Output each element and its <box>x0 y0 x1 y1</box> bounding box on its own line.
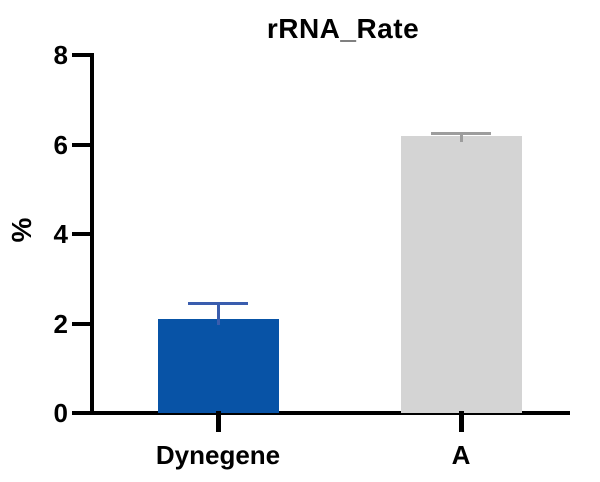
y-axis-line <box>90 53 94 415</box>
y-tick <box>72 53 90 57</box>
y-tick <box>72 411 90 415</box>
error-bar-stem-a <box>459 133 463 142</box>
y-tick-label: 0 <box>53 398 68 428</box>
y-tick <box>72 232 90 236</box>
x-category-label-dynegene: Dynegene <box>155 440 281 470</box>
x-category-label-a: A <box>451 440 471 470</box>
x-tick-a <box>458 411 464 432</box>
y-tick-label: 8 <box>53 40 68 70</box>
y-tick-label: 6 <box>53 129 68 160</box>
y-tick-label: 2 <box>53 308 68 339</box>
x-tick-dynegene <box>215 411 221 432</box>
error-bar-stem-dynegene <box>216 303 220 326</box>
bar-dynegene <box>157 319 279 413</box>
bar-a <box>400 135 522 413</box>
x-axis-line <box>90 411 570 415</box>
y-tick <box>72 321 90 326</box>
chart-title: rRNA_Rate <box>266 13 420 44</box>
y-tick-label: 4 <box>53 219 68 249</box>
error-bar-cap-a <box>431 131 491 135</box>
error-bar-cap-dynegene <box>188 301 248 305</box>
y-tick <box>72 142 90 147</box>
